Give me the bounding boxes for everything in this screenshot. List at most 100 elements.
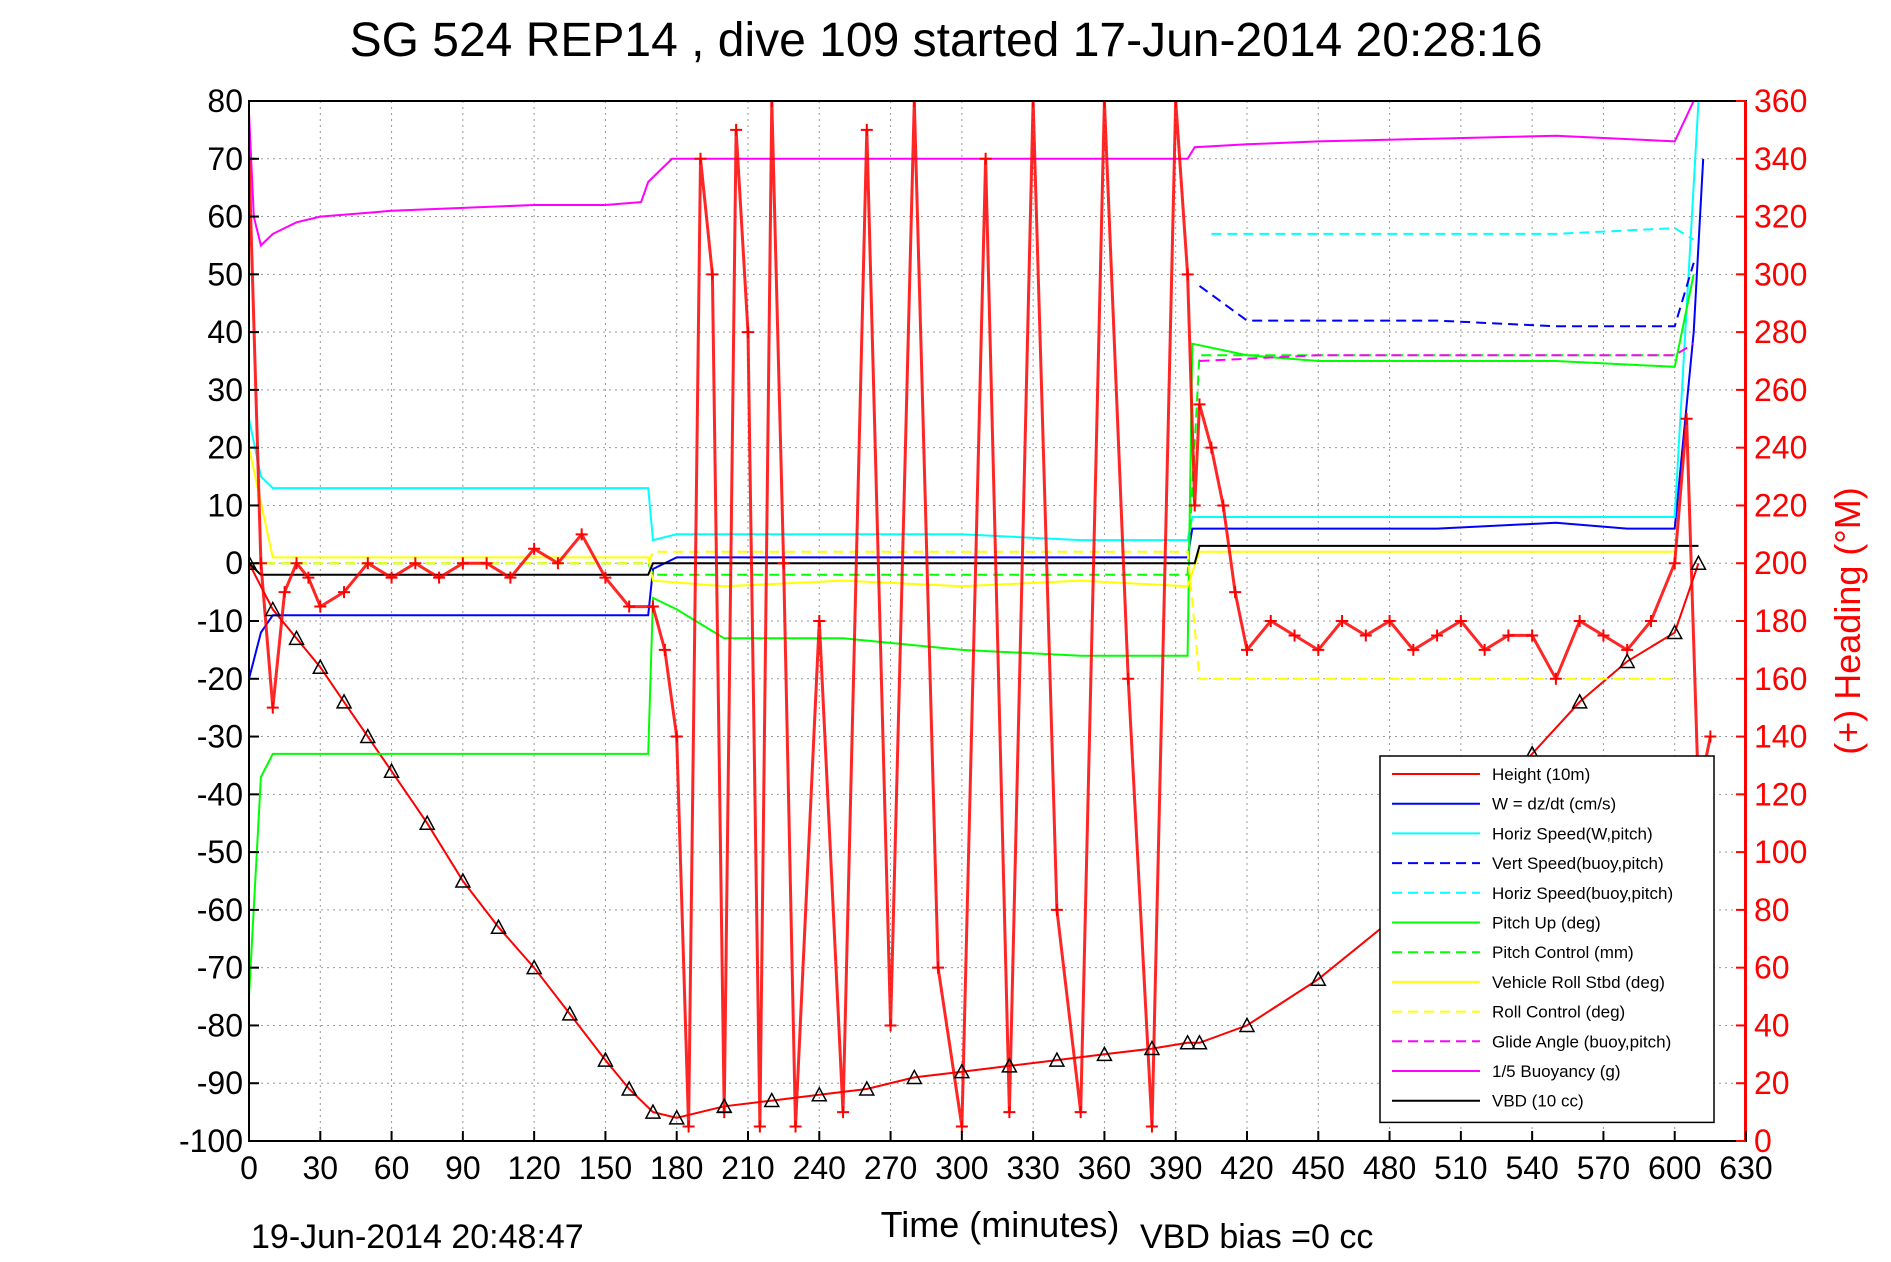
height-marker	[1666, 623, 1683, 640]
heading-marker	[1407, 643, 1420, 656]
legend-label: Height (10m)	[1492, 765, 1590, 784]
heading-marker	[979, 152, 992, 165]
height-marker	[1690, 554, 1707, 570]
y-tick-label: -40	[197, 776, 243, 812]
x-tick-label: 180	[650, 1150, 703, 1186]
y2-tick-label: 180	[1754, 603, 1807, 639]
y2-tick-label: 40	[1754, 1007, 1790, 1043]
y-tick-label: -60	[197, 892, 243, 928]
y2-tick-label: 200	[1754, 545, 1807, 581]
height-marker	[335, 693, 353, 709]
height-marker	[1310, 970, 1327, 986]
heading-marker	[955, 1120, 968, 1133]
height-marker	[1143, 1039, 1161, 1056]
heading-marker	[789, 1120, 802, 1133]
y-tick-label: 70	[207, 141, 243, 177]
x-tick-label: 600	[1648, 1150, 1701, 1186]
heading-marker	[730, 123, 743, 136]
y2-tick-label: 340	[1754, 141, 1807, 177]
heading-marker	[1027, 101, 1040, 107]
x-tick-label: 210	[721, 1150, 774, 1186]
y-tick-label: 50	[207, 256, 243, 292]
height-marker	[418, 814, 436, 830]
y2-tick-label: 60	[1754, 950, 1790, 986]
heading-marker	[694, 152, 707, 165]
heading-marker	[682, 1120, 695, 1133]
heading-marker	[1264, 615, 1277, 627]
legend-box	[1379, 755, 1715, 1124]
heading-marker	[1193, 398, 1206, 411]
legend-label: Pitch Up (deg)	[1492, 914, 1601, 933]
height-marker	[264, 600, 282, 617]
heading-marker	[338, 586, 351, 599]
y2-tick-label: 280	[1754, 314, 1807, 350]
x-tick-label: 120	[507, 1150, 560, 1186]
height-marker	[1048, 1051, 1066, 1067]
y2-tick-label: 140	[1754, 719, 1807, 755]
heading-marker	[1003, 1106, 1016, 1119]
heading-marker	[409, 557, 422, 570]
x-tick-label: 90	[445, 1150, 481, 1186]
y-tick-label: -100	[179, 1123, 243, 1159]
height-marker	[1618, 652, 1636, 669]
heading-marker	[480, 557, 493, 570]
heading-marker	[1098, 101, 1111, 107]
height-marker	[454, 872, 472, 888]
x-tick-label: 450	[1292, 1150, 1345, 1186]
legend-label: VBD (10 cc)	[1492, 1092, 1584, 1111]
height-marker	[906, 1068, 923, 1085]
x-axis-label: Time (minutes)	[881, 1204, 1120, 1245]
y-tick-label: 0	[225, 545, 243, 581]
x-tick-label: 540	[1505, 1150, 1558, 1186]
heading-marker	[1181, 268, 1194, 281]
height-marker	[668, 1109, 685, 1125]
heading-marker	[1312, 643, 1325, 656]
height-marker	[359, 727, 377, 744]
heading-marker	[1217, 499, 1230, 512]
height-marker	[1191, 1034, 1208, 1050]
series-line-10	[249, 101, 1695, 248]
heading-marker	[1074, 1106, 1087, 1119]
heading-marker	[908, 101, 921, 107]
heading-marker	[1205, 441, 1218, 454]
heading-marker	[314, 600, 327, 613]
y-tick-label: 40	[207, 314, 243, 350]
heading-marker	[1229, 586, 1242, 599]
heading-marker	[813, 615, 826, 627]
heading-marker	[1050, 903, 1063, 916]
y-tick-label: 10	[207, 487, 243, 523]
x-axis-ticks: 0 30 60 90 120 150 180 210 240 270 300 330 360 390 420…	[240, 1131, 1773, 1186]
x-tick-label: 480	[1363, 1150, 1416, 1186]
heading-marker	[658, 643, 671, 656]
chart-title: SG 524 REP14 , dive 109 started 17-Jun-2…	[350, 14, 1543, 67]
height-marker	[288, 629, 305, 646]
heading-marker	[302, 571, 315, 584]
x-tick-label: 420	[1220, 1150, 1273, 1186]
heading-marker	[278, 586, 291, 599]
heading-marker	[361, 557, 374, 570]
height-marker	[525, 959, 543, 975]
height-marker	[312, 658, 329, 674]
heading-marker	[1573, 615, 1586, 627]
series-line-4	[1211, 227, 1695, 241]
heading-marker	[670, 730, 683, 743]
heading-marker	[1122, 672, 1135, 685]
footer-vbd-bias: VBD bias =0 cc	[1140, 1218, 1373, 1256]
height-marker	[490, 918, 507, 934]
heading-marker	[456, 557, 469, 570]
x-tick-label: 150	[579, 1150, 632, 1186]
y-tick-label: 20	[207, 430, 243, 466]
height-marker	[1238, 1016, 1256, 1033]
heading-marker	[290, 557, 303, 570]
heading-marker	[765, 101, 778, 107]
heading-marker	[706, 268, 719, 281]
heading-marker	[1145, 1120, 1158, 1133]
heading-marker	[1359, 629, 1372, 642]
x-tick-label: 0	[240, 1150, 258, 1186]
height-marker	[644, 1103, 662, 1119]
heading-marker	[1668, 557, 1681, 570]
series-line-6	[249, 354, 1675, 576]
height-marker	[1096, 1045, 1113, 1062]
heading-marker	[575, 528, 588, 541]
y-tick-label: -80	[197, 1007, 243, 1043]
